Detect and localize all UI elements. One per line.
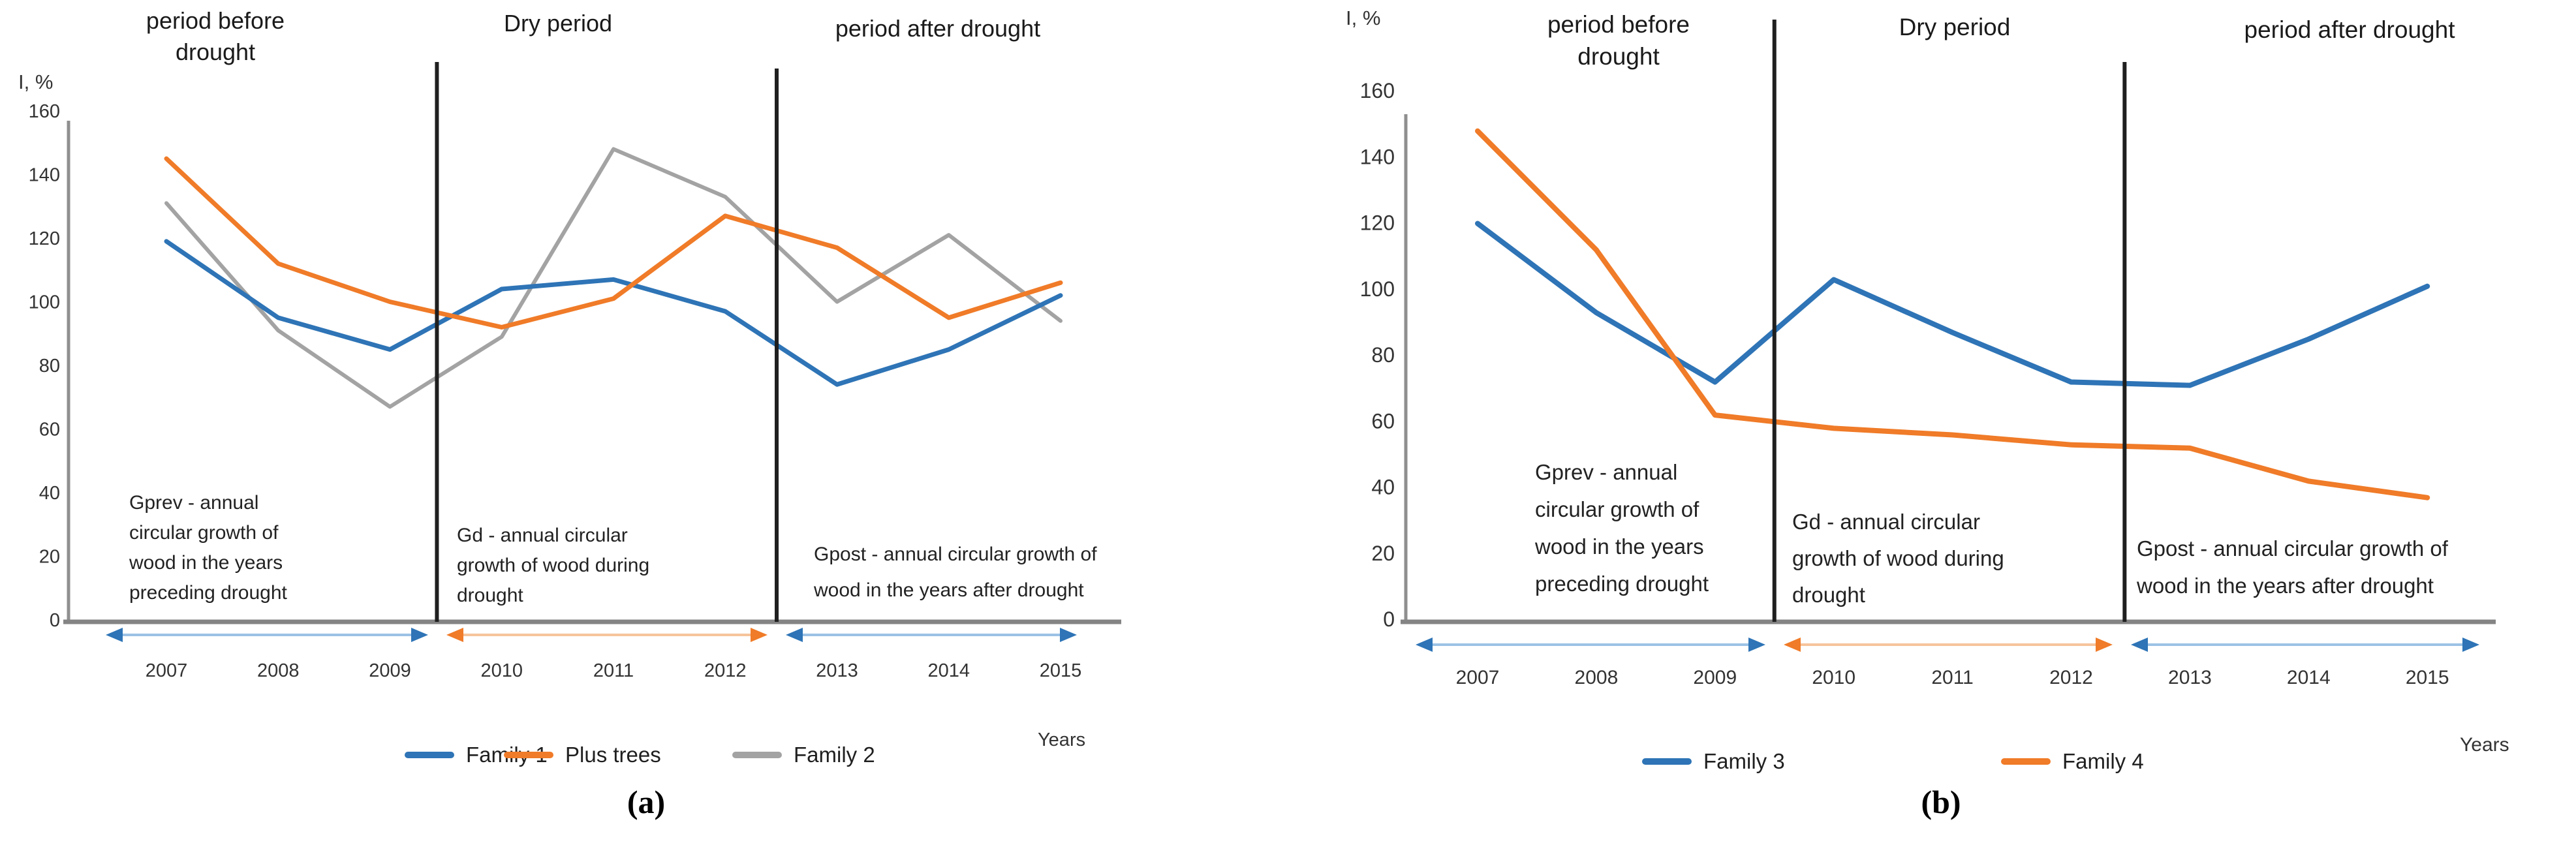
y-tick-label: 100 bbox=[1360, 277, 1395, 301]
legend-label-family-4: Family 4 bbox=[2062, 749, 2144, 773]
y-tick-label: 160 bbox=[1360, 79, 1395, 102]
x-tick-label: 2012 bbox=[704, 660, 747, 681]
arrow-head-left-icon bbox=[106, 628, 123, 642]
legend-label-plus-trees: Plus trees bbox=[565, 743, 661, 767]
x-tick-label: 2009 bbox=[1693, 667, 1737, 688]
y-tick-label: 60 bbox=[39, 420, 60, 440]
arrow-head-left-icon bbox=[786, 628, 803, 642]
legend-item-family-4: Family 4 bbox=[2001, 749, 2144, 774]
x-tick-label: 2014 bbox=[2287, 667, 2331, 688]
arrow-head-right-icon bbox=[2096, 638, 2113, 652]
y-tick-label: 140 bbox=[1360, 145, 1395, 168]
legend-swatch-family-2 bbox=[732, 752, 782, 758]
y-tick-label: 80 bbox=[39, 356, 60, 376]
y-axis-title: I, % bbox=[18, 70, 54, 93]
arrow-head-right-icon bbox=[2462, 638, 2479, 652]
x-axis-title: Years bbox=[2460, 734, 2509, 756]
chart-panel-b: 0 20 40 60 80 100 120 140 160 2007 2008 2009 2010 201… bbox=[1288, 0, 2576, 845]
legend-swatch-family-4 bbox=[2001, 758, 2051, 765]
arrow-head-left-icon bbox=[2131, 638, 2148, 652]
y-axis-title: I, % bbox=[1346, 7, 1381, 29]
legend-swatch-plus-trees bbox=[504, 752, 553, 758]
y-tick-label: 80 bbox=[1371, 343, 1395, 367]
x-axis-title: Years bbox=[1038, 730, 1086, 750]
arrow-head-left-icon bbox=[446, 628, 463, 642]
arrow-head-right-icon bbox=[1748, 638, 1765, 652]
series-line-plus-trees bbox=[164, 156, 1063, 330]
gpost-annotation: Gpost - annual circular growth of wood i… bbox=[2137, 536, 2448, 598]
gprev-annotation: Gprev - annual circular growth of wood i… bbox=[129, 492, 287, 604]
arrow-head-right-icon bbox=[411, 628, 428, 642]
series-line-family-2 bbox=[164, 147, 1063, 409]
x-tick-label: 2013 bbox=[816, 660, 858, 681]
y-tick-label: 0 bbox=[50, 610, 60, 631]
x-tick-label: 2012 bbox=[2049, 667, 2093, 688]
x-tick-label: 2010 bbox=[480, 660, 523, 681]
legend-label-family-2: Family 2 bbox=[794, 743, 875, 767]
arrow-head-right-icon bbox=[751, 628, 768, 642]
legend-label-family-3: Family 3 bbox=[1703, 749, 1785, 773]
x-tick-label: 2013 bbox=[2168, 667, 2212, 688]
x-tick-label: 2011 bbox=[593, 660, 634, 681]
period-before-line1: period before bbox=[146, 7, 285, 34]
dry-period-label: Dry period bbox=[503, 10, 613, 37]
legend-item-family-2: Family 2 bbox=[732, 743, 875, 767]
y-tick-label: 0 bbox=[1383, 607, 1395, 631]
period-after-label: period after drought bbox=[2244, 16, 2455, 43]
period-after-label: period after drought bbox=[835, 15, 1041, 42]
arrow-head-left-icon bbox=[1784, 638, 1801, 652]
legend-item-family-3: Family 3 bbox=[1642, 749, 1785, 774]
arrow-head-left-icon bbox=[1416, 638, 1433, 652]
caption-b: (b) bbox=[1921, 784, 1961, 820]
y-tick-label: 140 bbox=[29, 165, 60, 186]
y-tick-label: 120 bbox=[29, 228, 60, 249]
arrow-head-right-icon bbox=[1060, 628, 1077, 642]
period-before-label: period before drought bbox=[117, 5, 313, 67]
gpost-annotation: Gpost - annual circular growth of wood i… bbox=[814, 544, 1097, 601]
dry-period-label: Dry period bbox=[1899, 14, 2011, 40]
x-tick-label: 2015 bbox=[1040, 660, 1082, 681]
x-tick-label: 2007 bbox=[146, 660, 188, 681]
series-line-family-4 bbox=[1475, 128, 2430, 500]
legend-swatch-family-3 bbox=[1642, 758, 1692, 765]
legend-swatch-family-1 bbox=[405, 752, 454, 758]
series-line-family-1 bbox=[164, 239, 1063, 387]
y-tick-label: 160 bbox=[29, 101, 60, 122]
period-before-label: period before drought bbox=[1521, 9, 1716, 73]
caption-a: (a) bbox=[627, 784, 666, 820]
chart-panel-a: 0 20 40 60 80 100 120 140 160 2007 2008 2009 2010 201… bbox=[18, 5, 1121, 820]
x-tick-label: 2008 bbox=[1575, 667, 1619, 688]
gd-annotation: Gd - annual circular growth of wood duri… bbox=[1792, 510, 2004, 607]
period-before-line2: drought bbox=[175, 38, 256, 65]
y-tick-label: 20 bbox=[1371, 542, 1395, 565]
period-before-line1: period before bbox=[1547, 11, 1690, 38]
x-tick-label: 2010 bbox=[1812, 667, 1855, 688]
legend-item-plus-trees: Plus trees bbox=[504, 743, 661, 767]
x-tick-label: 2014 bbox=[927, 660, 970, 681]
x-tick-label: 2007 bbox=[1456, 667, 1500, 688]
period-before-line2: drought bbox=[1577, 42, 1660, 70]
series-line-family-3 bbox=[1475, 221, 2430, 388]
gprev-annotation: Gprev - annual circular growth of wood i… bbox=[1535, 460, 1709, 596]
y-tick-label: 40 bbox=[1371, 476, 1395, 499]
gd-annotation: Gd - annual circular growth of wood duri… bbox=[457, 525, 650, 606]
y-tick-label: 100 bbox=[29, 292, 60, 313]
chart-a-svg: 0 20 40 60 80 100 120 140 160 2007 2008 2009 2010 201… bbox=[29, 62, 1121, 681]
y-tick-label: 120 bbox=[1360, 211, 1395, 235]
chart-b-svg: 0 20 40 60 80 100 120 140 160 2007 2008 2009 2010 201… bbox=[1360, 20, 2496, 688]
x-tick-label: 2009 bbox=[369, 660, 411, 681]
x-tick-label: 2011 bbox=[1931, 667, 1974, 688]
y-tick-label: 60 bbox=[1371, 409, 1395, 433]
x-tick-label: 2015 bbox=[2406, 667, 2449, 688]
y-tick-label: 40 bbox=[39, 483, 60, 504]
y-tick-label: 20 bbox=[39, 547, 60, 568]
x-tick-label: 2008 bbox=[257, 660, 300, 681]
